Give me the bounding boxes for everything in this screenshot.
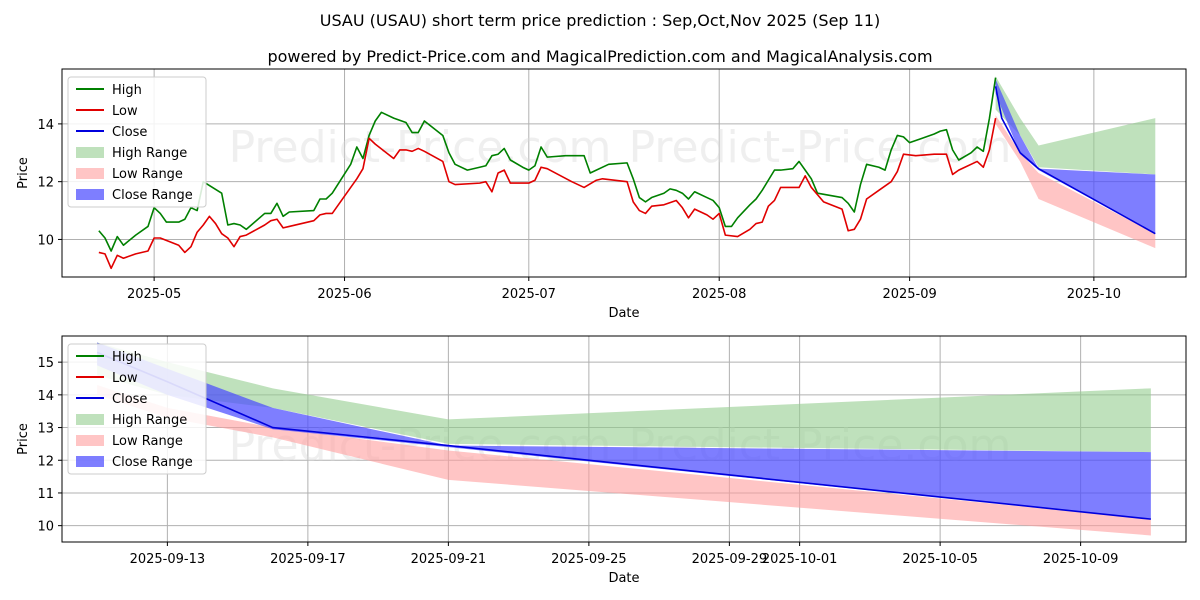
watermark-text: Predict-Price.com — [629, 272, 1012, 323]
legend-label: High Range — [112, 413, 187, 428]
watermark-text: Predict-Price.com — [229, 570, 612, 600]
x-tick-label: 2025-09-25 — [551, 552, 627, 567]
watermark-text: Predict-Price.com — [629, 570, 1012, 600]
history-forecast-panel: Predict-Price.com Predict-Price.com Predic… — [16, 68, 1187, 323]
low-series-line — [98, 117, 997, 270]
legend-swatch-patch — [76, 435, 104, 446]
close-range-band — [97, 342, 1151, 520]
legend-label: Low — [112, 104, 138, 119]
legend-swatch-patch — [76, 456, 104, 467]
legend-label: Close Range — [112, 188, 193, 203]
x-tick-label: 2025-10-09 — [1043, 552, 1119, 567]
y-tick-label: 14 — [37, 118, 54, 133]
low-range-band — [97, 385, 1151, 536]
legend-label: High — [112, 350, 142, 365]
x-tick-label: 2025-10 — [1067, 287, 1121, 302]
legend-label: Close Range — [112, 455, 193, 470]
legend: High Low Close High Range Low Range Close Ran… — [67, 343, 207, 475]
y-tick-label: 12 — [37, 454, 54, 469]
legend-swatch-patch — [76, 189, 104, 200]
x-tick-label: 2025-09 — [882, 287, 936, 302]
chart-subtitle: powered by Predict-Price.com and Magical… — [267, 47, 932, 66]
legend-label: Close — [112, 392, 147, 407]
y-tick-label: 13 — [37, 422, 54, 437]
legend-label: Low Range — [112, 167, 183, 182]
high-range-band — [995, 76, 1156, 175]
legend-swatch-patch — [76, 147, 104, 158]
x-tick-label: 2025-07 — [502, 287, 556, 302]
chart-title: USAU (USAU) short term price prediction … — [320, 11, 881, 30]
x-tick-label: 2025-09-29 — [692, 552, 768, 567]
legend-swatch-patch — [76, 168, 104, 179]
y-tick-label: 10 — [37, 520, 54, 535]
x-axis-label: Date — [608, 571, 639, 586]
y-axis: 10 11 12 13 14 15 — [37, 356, 62, 535]
x-tick-label: 2025-05 — [127, 287, 181, 302]
legend-label: High — [112, 83, 142, 98]
y-tick-label: 12 — [37, 176, 54, 191]
legend-label: Low Range — [112, 434, 183, 449]
axes-frame — [61, 335, 1187, 543]
y-tick-label: 15 — [37, 356, 54, 371]
y-tick-label: 11 — [37, 487, 54, 502]
x-tick-label: 2025-08 — [692, 287, 746, 302]
x-tick-label: 2025-10-01 — [762, 552, 838, 567]
x-axis: 2025-09-13 2025-09-17 2025-09-21 2025-09-25… — [130, 542, 1119, 567]
legend-swatch-patch — [76, 414, 104, 425]
legend-label: Low — [112, 371, 138, 386]
low-range-band — [995, 115, 1156, 249]
high-series-line — [98, 77, 997, 252]
grid-lines — [62, 69, 1186, 277]
close-series-line — [994, 86, 1156, 235]
x-tick-label: 2025-09-21 — [411, 552, 487, 567]
x-tick-label: 2025-09-13 — [130, 552, 206, 567]
y-axis-label: Price — [16, 423, 31, 455]
close-range-band — [995, 79, 1156, 234]
legend: High Low Close High Range Low Range Close Ran… — [67, 76, 207, 208]
y-axis-label: Price — [16, 157, 31, 189]
high-range-band — [97, 342, 1151, 453]
legend-label: High Range — [112, 146, 187, 161]
y-tick-label: 14 — [37, 389, 54, 404]
x-tick-label: 2025-09-17 — [270, 552, 346, 567]
x-axis: 2025-05 2025-06 2025-07 2025-08 2025-09 2025-… — [127, 277, 1121, 302]
y-tick-label: 10 — [37, 233, 54, 248]
axes-frame — [61, 68, 1187, 278]
y-axis: 10 12 14 — [37, 118, 62, 248]
x-tick-label: 2025-06 — [317, 287, 371, 302]
x-tick-label: 2025-10-05 — [902, 552, 978, 567]
plot-area — [98, 76, 1156, 270]
x-axis-label: Date — [608, 306, 639, 321]
legend-label: Close — [112, 125, 147, 140]
watermark-text: Predict-Price.com — [629, 122, 1012, 173]
watermark-text: Predict-Price.com — [229, 272, 612, 323]
